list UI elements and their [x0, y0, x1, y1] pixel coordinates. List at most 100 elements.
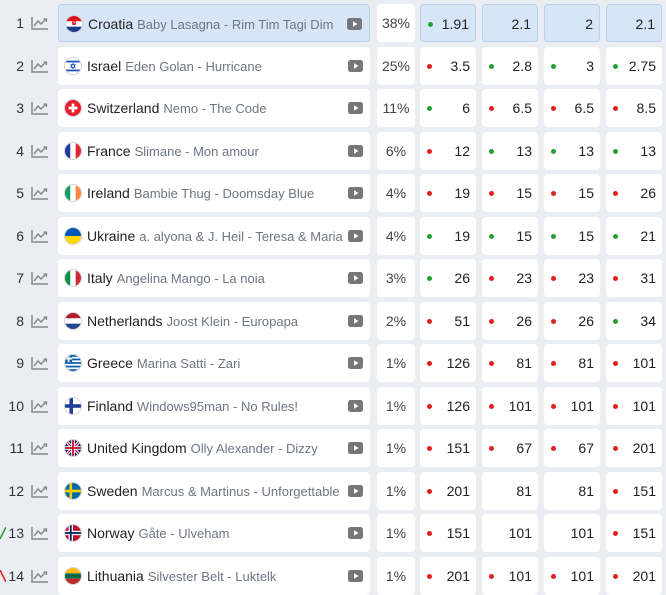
video-play-icon[interactable]	[348, 570, 363, 582]
odds-cell-1[interactable]: 151	[420, 429, 476, 467]
odds-cell-1[interactable]: 26	[420, 259, 476, 297]
entry-israel[interactable]: Israel Eden Golan - Hurricane	[58, 47, 370, 85]
video-play-icon[interactable]	[348, 442, 363, 454]
chart-line-icon[interactable]	[31, 526, 49, 540]
odds-cell-3[interactable]: 26	[544, 302, 600, 340]
odds-cell-1[interactable]: 1.91	[420, 4, 476, 42]
odds-cell-3[interactable]: 81	[544, 344, 600, 382]
video-play-icon[interactable]	[348, 527, 363, 539]
odds-cell-1[interactable]: 19	[420, 174, 476, 212]
chart-line-icon[interactable]	[31, 314, 49, 328]
chart-line-icon[interactable]	[31, 101, 49, 115]
video-play-icon[interactable]	[348, 272, 363, 284]
odds-cell-4[interactable]: 13	[606, 132, 662, 170]
odds-cell-1[interactable]: 126	[420, 344, 476, 382]
video-play-icon[interactable]	[348, 145, 363, 157]
entry-switzerland[interactable]: Switzerland Nemo - The Code	[58, 89, 370, 127]
entry-netherlands[interactable]: Netherlands Joost Klein - Europapa	[58, 302, 370, 340]
odds-cell-4[interactable]: 8.5	[606, 89, 662, 127]
odds-cell-1[interactable]: 6	[420, 89, 476, 127]
odds-cell-4[interactable]: 2.75	[606, 47, 662, 85]
odds-cell-1[interactable]: 51	[420, 302, 476, 340]
odds-cell-2[interactable]: 81	[482, 472, 538, 510]
odds-cell-2[interactable]: 13	[482, 132, 538, 170]
odds-cell-3[interactable]: 3	[544, 47, 600, 85]
entry-france[interactable]: France Slimane - Mon amour	[58, 132, 370, 170]
chart-line-icon[interactable]	[31, 399, 49, 413]
video-play-icon[interactable]	[348, 400, 363, 412]
odds-cell-4[interactable]: 31	[606, 259, 662, 297]
entry-greece[interactable]: Greece Marina Satti - Zari	[58, 344, 370, 382]
video-play-icon[interactable]	[348, 230, 363, 242]
odds-cell-3[interactable]: 15	[544, 174, 600, 212]
odds-cell-3[interactable]: 13	[544, 132, 600, 170]
odds-cell-1[interactable]: 201	[420, 472, 476, 510]
odds-cell-2[interactable]: 101	[482, 387, 538, 425]
odds-cell-3[interactable]: 67	[544, 429, 600, 467]
odds-cell-3[interactable]: 6.5	[544, 89, 600, 127]
video-play-icon[interactable]	[348, 60, 363, 72]
video-play-icon[interactable]	[348, 315, 363, 327]
odds-cell-4[interactable]: 26	[606, 174, 662, 212]
odds-cell-4[interactable]: 21	[606, 217, 662, 255]
chart-line-icon[interactable]	[31, 271, 49, 285]
video-play-icon[interactable]	[348, 357, 363, 369]
entry-lithuania[interactable]: Lithuania Silvester Belt - Luktelk	[58, 557, 370, 595]
odds-cell-2[interactable]: 15	[482, 174, 538, 212]
odds-cell-2[interactable]: 26	[482, 302, 538, 340]
odds-cell-1[interactable]: 201	[420, 557, 476, 595]
entry-croatia[interactable]: Croatia Baby Lasagna - Rim Tim Tagi Dim	[58, 4, 370, 42]
odds-cell-3[interactable]: 23	[544, 259, 600, 297]
odds-cell-3[interactable]: 101	[544, 514, 600, 552]
odds-cell-4[interactable]: 201	[606, 429, 662, 467]
chart-line-icon[interactable]	[31, 569, 49, 583]
odds-cell-1[interactable]: 126	[420, 387, 476, 425]
odds-cell-4[interactable]: 201	[606, 557, 662, 595]
odds-cell-4[interactable]: 151	[606, 472, 662, 510]
odds-cell-2[interactable]: 101	[482, 557, 538, 595]
video-play-icon[interactable]	[348, 102, 363, 114]
odds-cell-2[interactable]: 81	[482, 344, 538, 382]
odds-cell-4[interactable]: 151	[606, 514, 662, 552]
chart-line-icon[interactable]	[31, 229, 49, 243]
odds-cell-3[interactable]: 15	[544, 217, 600, 255]
chart-line-icon[interactable]	[31, 59, 49, 73]
odds-cell-3[interactable]: 101	[544, 557, 600, 595]
video-play-icon[interactable]	[348, 187, 363, 199]
chart-line-icon[interactable]	[31, 441, 49, 455]
odds-cell-3[interactable]: 81	[544, 472, 600, 510]
entry-ireland[interactable]: Ireland Bambie Thug - Doomsday Blue	[58, 174, 370, 212]
odds-cell-3[interactable]: 101	[544, 387, 600, 425]
chart-line-icon[interactable]	[31, 16, 49, 30]
entry-united-kingdom[interactable]: United Kingdom Olly Alexander - Dizzy	[58, 429, 370, 467]
odds-cell-2[interactable]: 2.1	[482, 4, 538, 42]
odds-cell-1[interactable]: 19	[420, 217, 476, 255]
video-play-icon[interactable]	[347, 18, 362, 30]
odds-cell-2[interactable]: 23	[482, 259, 538, 297]
odds-value: 26	[516, 313, 532, 329]
odds-cell-2[interactable]: 101	[482, 514, 538, 552]
odds-cell-2[interactable]: 15	[482, 217, 538, 255]
video-play-icon[interactable]	[348, 485, 363, 497]
entry-ukraine[interactable]: Ukraine a. alyona & J. Heil - Teresa & Ma…	[58, 217, 370, 255]
chart-line-icon[interactable]	[31, 186, 49, 200]
entry-italy[interactable]: Italy Angelina Mango - La noia	[58, 259, 370, 297]
odds-cell-1[interactable]: 3.5	[420, 47, 476, 85]
odds-cell-2[interactable]: 67	[482, 429, 538, 467]
odds-cell-1[interactable]: 151	[420, 514, 476, 552]
odds-cell-4[interactable]: 101	[606, 344, 662, 382]
odds-cell-4[interactable]: 101	[606, 387, 662, 425]
entry-norway[interactable]: Norway Gåte - Ulveham	[58, 514, 370, 552]
odds-cell-3[interactable]: 2	[544, 4, 600, 42]
chart-line-icon[interactable]	[31, 484, 49, 498]
odds-cell-2[interactable]: 2.8	[482, 47, 538, 85]
entry-sweden[interactable]: Sweden Marcus & Martinus - Unforgettable	[58, 472, 370, 510]
odds-cell-1[interactable]: 12	[420, 132, 476, 170]
odds-cell-2[interactable]: 6.5	[482, 89, 538, 127]
chart-line-icon[interactable]	[31, 144, 49, 158]
entry-finland[interactable]: Finland Windows95man - No Rules!	[58, 387, 370, 425]
odds-cell-4[interactable]: 34	[606, 302, 662, 340]
odds-cell-4[interactable]: 2.1	[606, 4, 662, 42]
table-row-greece: 9 Greece Marina Satti - Zari 1% 126 81 81 10…	[0, 344, 666, 382]
chart-line-icon[interactable]	[31, 356, 49, 370]
